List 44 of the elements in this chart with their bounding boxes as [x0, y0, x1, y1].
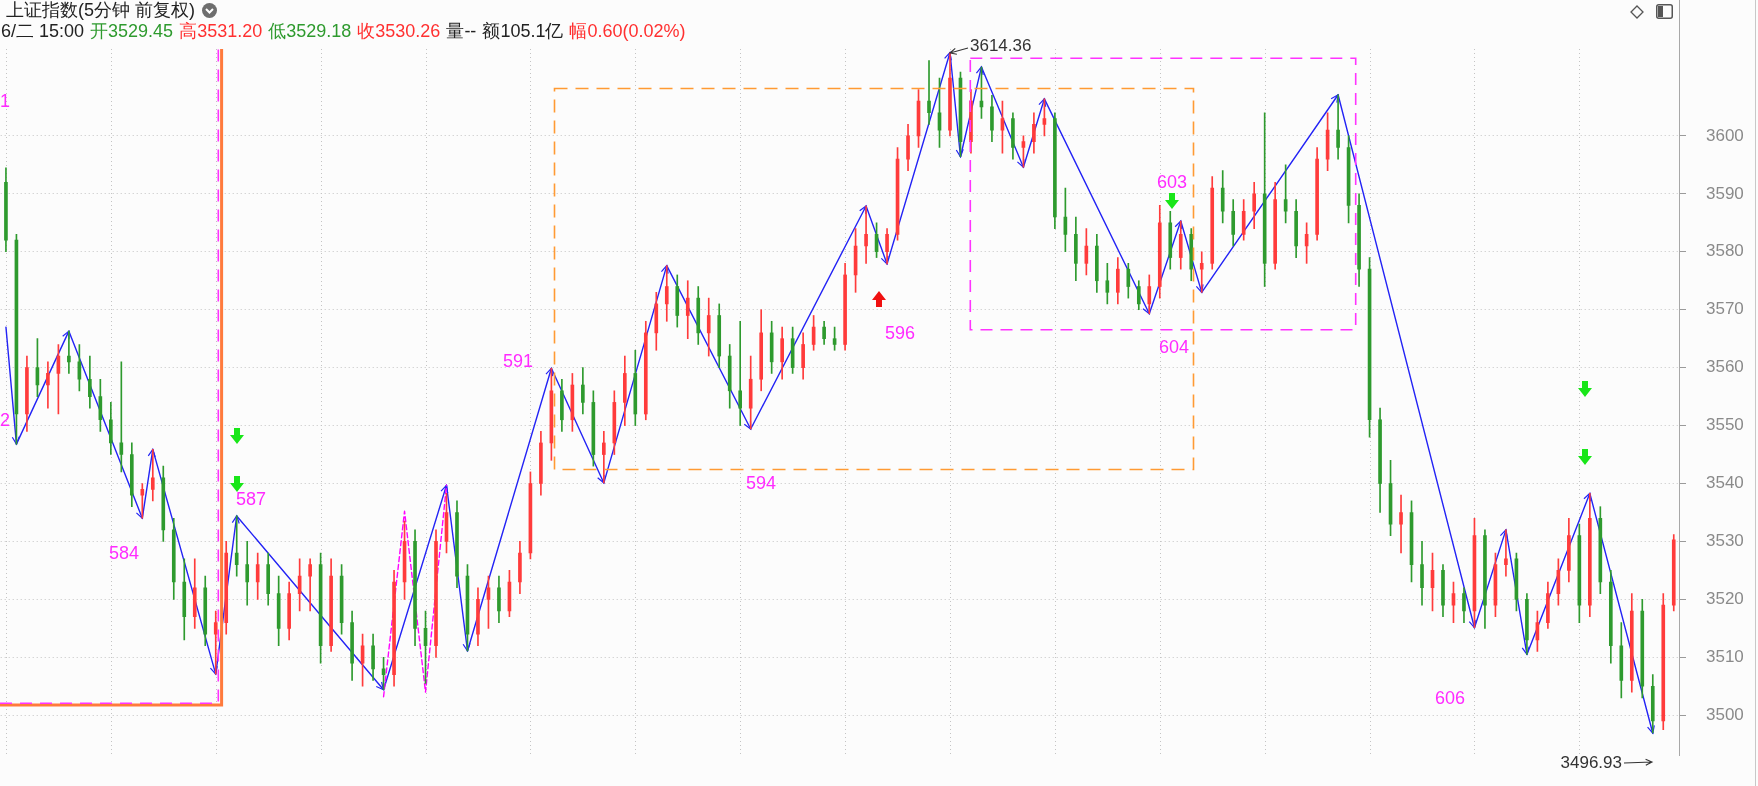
text: 额105.1亿 — [482, 21, 564, 42]
annotation: 2 — [0, 410, 11, 430]
annotation: 3496.93 — [1560, 753, 1622, 772]
annotation: 591 — [502, 351, 534, 371]
candlestick — [1504, 529, 1508, 577]
chart-title: 上证指数(5分钟 前复权) — [6, 0, 195, 21]
annotation: 604 — [1158, 337, 1190, 357]
candlestick — [119, 361, 124, 473]
annotation: 587 — [235, 489, 267, 509]
text: 幅0.60(0.02%) — [569, 21, 686, 42]
candlestick — [927, 60, 931, 125]
text: 开3529.45 — [90, 21, 174, 42]
annotation: 3614.36 — [970, 36, 1032, 55]
y-tick-label: 3570 — [1706, 299, 1744, 319]
y-tick-label: 3600 — [1706, 125, 1744, 145]
annotation: 603 — [1156, 172, 1188, 192]
annotation: 584 — [108, 543, 140, 563]
y-tick-label: 3500 — [1706, 704, 1744, 724]
annotation: 1 — [0, 91, 11, 111]
y-tick-label: 3590 — [1706, 183, 1744, 203]
candlestick — [67, 330, 71, 374]
y-tick-label: 3530 — [1706, 531, 1744, 551]
candlestick — [602, 431, 606, 484]
candlestick — [864, 205, 868, 264]
y-tick-label: 3580 — [1706, 241, 1744, 261]
line-series — [382, 484, 448, 698]
text: 高3531.20 — [179, 21, 263, 42]
y-tick-label: 3520 — [1706, 589, 1744, 609]
y-tick-label: 3540 — [1706, 473, 1744, 493]
text: 收3530.26 — [357, 21, 441, 42]
y-tick-label: 3550 — [1706, 415, 1744, 435]
annotation: 594 — [745, 473, 777, 493]
text: 低3529.18 — [268, 21, 352, 42]
y-tick-label: 3510 — [1706, 647, 1744, 666]
candlestick — [140, 483, 145, 519]
text: 量-- — [446, 21, 477, 42]
annotation: 596 — [884, 323, 916, 343]
annotation: 606 — [1434, 688, 1466, 708]
candlestick — [1399, 494, 1403, 554]
candlestick — [308, 558, 312, 612]
text: 6/二 15:00 — [1, 21, 85, 42]
candlestick — [46, 361, 50, 409]
candlestick — [738, 320, 743, 426]
y-tick-label: 3560 — [1706, 357, 1744, 377]
